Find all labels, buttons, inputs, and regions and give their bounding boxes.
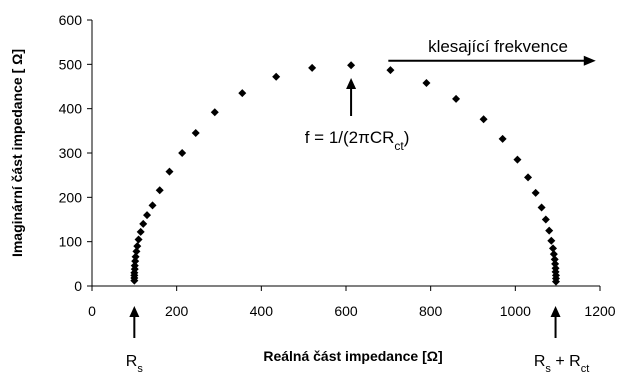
y-tick-label: 600 <box>59 12 83 28</box>
data-point <box>550 255 559 264</box>
x-tick-label: 200 <box>165 303 189 319</box>
data-point <box>479 115 488 124</box>
x-tick-label: 600 <box>334 303 358 319</box>
data-point <box>131 257 140 266</box>
data-point <box>524 173 533 182</box>
data-point <box>165 167 174 176</box>
peak-arrow-head <box>346 78 357 89</box>
svg-text:Rs: Rs <box>126 353 144 372</box>
y-axis-title: Imaginární část impedance [ Ω] <box>9 49 25 257</box>
data-point <box>133 242 142 251</box>
y-tick-label: 200 <box>59 189 83 205</box>
x-tick-labels: 0 200 400 600 800 1000 1200 <box>88 286 616 319</box>
data-point <box>308 63 317 72</box>
data-point <box>143 211 152 220</box>
data-point <box>549 244 558 253</box>
data-point <box>191 129 200 138</box>
data-point <box>545 226 554 235</box>
data-point <box>148 201 157 210</box>
data-point <box>178 149 187 157</box>
data-point <box>347 61 356 70</box>
data-point <box>541 215 550 224</box>
data-point <box>549 250 558 259</box>
data-point <box>531 188 540 197</box>
data-point <box>272 72 281 81</box>
rs-arrow-head <box>129 306 140 317</box>
data-point <box>136 227 145 236</box>
peak-frequency-label: f = 1/(2πCRct) <box>305 128 410 153</box>
y-tick-label: 500 <box>59 56 83 72</box>
rs-rct-label: Rs + Rct <box>534 353 589 372</box>
data-point <box>551 259 560 268</box>
data-point <box>547 236 556 245</box>
data-points <box>130 61 560 286</box>
data-point <box>131 252 140 261</box>
rs-label: Rs <box>126 353 144 372</box>
x-axis-title: Reálná část impedance [Ω] <box>263 348 442 364</box>
data-point <box>452 94 461 103</box>
x-tick-label: 400 <box>250 303 274 319</box>
data-point <box>210 108 219 117</box>
y-tick-labels: 0 100 200 300 400 500 600 <box>59 12 92 294</box>
data-point <box>537 203 546 212</box>
data-point <box>130 261 139 270</box>
data-point <box>513 155 522 164</box>
x-tick-label: 1000 <box>500 303 531 319</box>
data-point <box>132 247 141 256</box>
data-point <box>134 235 143 244</box>
rs-rct-arrow-head <box>550 306 561 317</box>
data-point <box>551 277 560 286</box>
y-tick-label: 0 <box>74 278 82 294</box>
y-tick-label: 300 <box>59 145 83 161</box>
data-point <box>238 89 247 98</box>
data-point <box>386 66 395 75</box>
data-point <box>498 134 507 143</box>
frequency-arrow-head <box>583 55 596 66</box>
x-tick-label: 800 <box>419 303 443 319</box>
svg-text:f = 1/(2πCRct): f = 1/(2πCRct) <box>305 128 410 153</box>
svg-text:Rs + Rct: Rs + Rct <box>534 353 589 372</box>
y-tick-label: 100 <box>59 234 83 250</box>
data-point <box>155 186 164 195</box>
x-tick-label: 0 <box>88 303 96 319</box>
y-tick-label: 400 <box>59 101 83 117</box>
x-tick-label: 1200 <box>584 303 615 319</box>
decreasing-frequency-label: klesající frekvence <box>428 37 568 56</box>
data-point <box>422 78 431 87</box>
data-point <box>139 219 148 228</box>
annotations <box>129 55 596 338</box>
